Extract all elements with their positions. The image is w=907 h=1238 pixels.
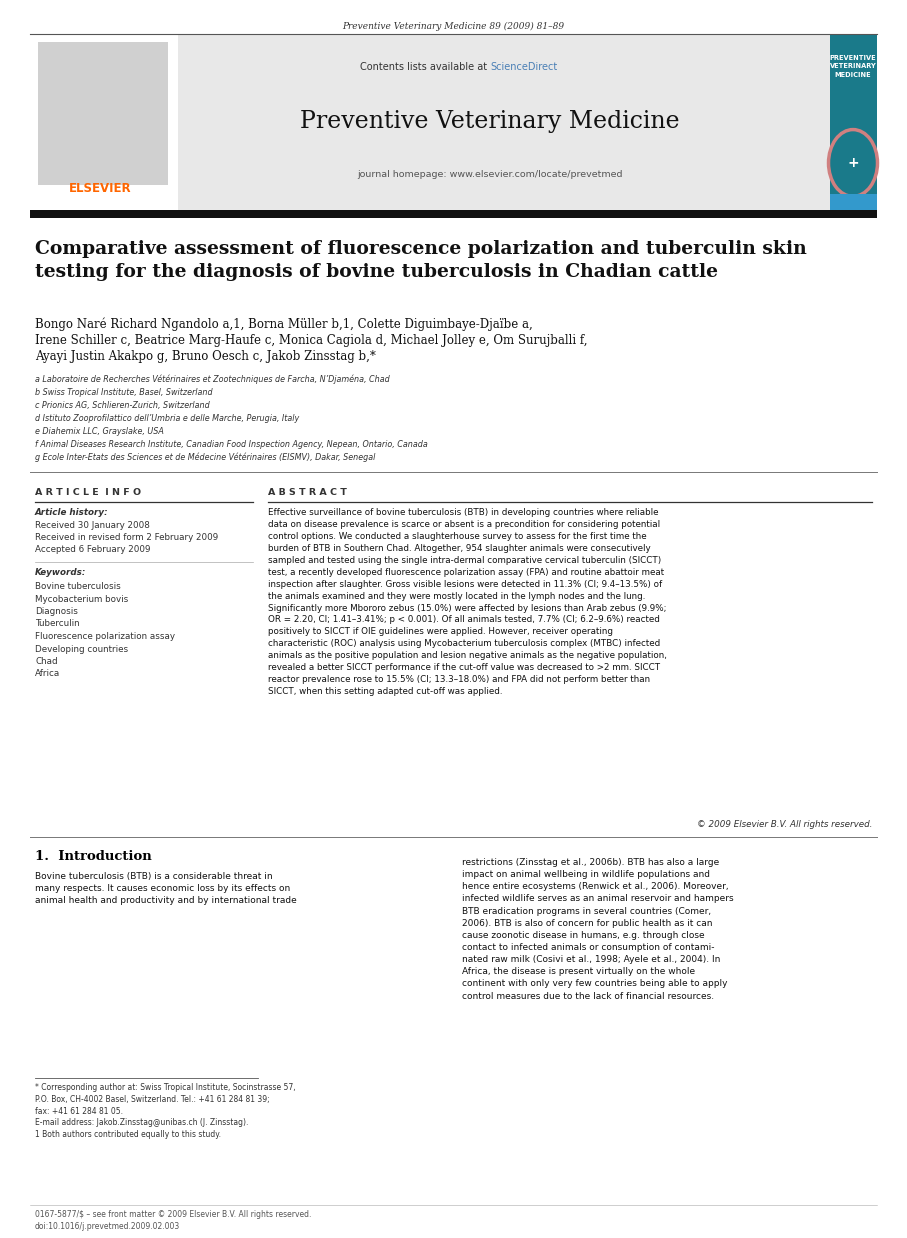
Text: d Istituto Zooprofilattico dell’Umbria e delle Marche, Perugia, Italy: d Istituto Zooprofilattico dell’Umbria e…	[35, 413, 299, 423]
Text: Preventive Veterinary Medicine 89 (2009) 81–89: Preventive Veterinary Medicine 89 (2009)…	[343, 22, 564, 31]
Text: Ayayi Justin Akakpo g, Bruno Oesch c, Jakob Zinsstag b,*: Ayayi Justin Akakpo g, Bruno Oesch c, Ja…	[35, 350, 375, 363]
Text: Fluorescence polarization assay: Fluorescence polarization assay	[35, 633, 175, 641]
Text: f Animal Diseases Research Institute, Canadian Food Inspection Agency, Nepean, O: f Animal Diseases Research Institute, Ca…	[35, 439, 428, 449]
Text: Developing countries: Developing countries	[35, 645, 128, 654]
Text: Accepted 6 February 2009: Accepted 6 February 2009	[35, 545, 151, 553]
Text: ScienceDirect: ScienceDirect	[490, 62, 557, 72]
Text: a Laboratoire de Recherches Vétérinaires et Zootechniques de Farcha, N’Djaména, : a Laboratoire de Recherches Vétérinaires…	[35, 375, 390, 385]
Text: Received in revised form 2 February 2009: Received in revised form 2 February 2009	[35, 534, 219, 542]
Text: Effective surveillance of bovine tuberculosis (BTB) in developing countries wher: Effective surveillance of bovine tubercu…	[268, 508, 667, 696]
Text: Bongo Naré Richard Ngandolo a,1, Borna Müller b,1, Colette Diguimbaye-Djaïbe a,: Bongo Naré Richard Ngandolo a,1, Borna M…	[35, 318, 532, 332]
Text: Preventive Veterinary Medicine: Preventive Veterinary Medicine	[300, 110, 680, 132]
Text: A B S T R A C T: A B S T R A C T	[268, 488, 346, 496]
Bar	[30, 210, 877, 218]
Text: Africa: Africa	[35, 670, 60, 678]
Text: Mycobacterium bovis: Mycobacterium bovis	[35, 594, 128, 603]
Text: Bovine tuberculosis (BTB) is a considerable threat in
many respects. It causes e: Bovine tuberculosis (BTB) is a considera…	[35, 872, 297, 905]
Bar	[30, 35, 178, 210]
Text: journal homepage: www.elsevier.com/locate/prevetmed: journal homepage: www.elsevier.com/locat…	[357, 170, 623, 180]
Text: Bovine tuberculosis: Bovine tuberculosis	[35, 582, 121, 591]
Text: g Ecole Inter-Etats des Sciences et de Médecine Vétérinaires (EISMV), Dakar, Sen: g Ecole Inter-Etats des Sciences et de M…	[35, 453, 375, 463]
Bar	[830, 193, 877, 210]
Text: Comparative assessment of fluorescence polarization and tuberculin skin
testing : Comparative assessment of fluorescence p…	[35, 240, 806, 281]
Text: PREVENTIVE
VETERINARY
MEDICINE: PREVENTIVE VETERINARY MEDICINE	[830, 54, 876, 78]
Bar	[38, 42, 168, 184]
Text: © 2009 Elsevier B.V. All rights reserved.: © 2009 Elsevier B.V. All rights reserved…	[697, 820, 872, 829]
Text: Article history:: Article history:	[35, 508, 109, 517]
Text: 0167-5877/$ – see front matter © 2009 Elsevier B.V. All rights reserved.
doi:10.: 0167-5877/$ – see front matter © 2009 El…	[35, 1210, 311, 1231]
Text: restrictions (Zinsstag et al., 2006b). BTB has also a large
impact on animal wel: restrictions (Zinsstag et al., 2006b). B…	[462, 858, 734, 1000]
Text: Chad: Chad	[35, 657, 58, 666]
Text: Irene Schiller c, Beatrice Marg-Haufe c, Monica Cagiola d, Michael Jolley e, Om : Irene Schiller c, Beatrice Marg-Haufe c,…	[35, 334, 588, 347]
Text: c Prionics AG, Schlieren-Zurich, Switzerland: c Prionics AG, Schlieren-Zurich, Switzer…	[35, 401, 210, 410]
Text: 1.  Introduction: 1. Introduction	[35, 851, 151, 863]
Text: e Diahemix LLC, Grayslake, USA: e Diahemix LLC, Grayslake, USA	[35, 427, 164, 436]
Text: Keywords:: Keywords:	[35, 568, 86, 577]
Text: b Swiss Tropical Institute, Basel, Switzerland: b Swiss Tropical Institute, Basel, Switz…	[35, 387, 212, 397]
Bar	[30, 35, 830, 210]
Text: Contents lists available at: Contents lists available at	[360, 62, 490, 72]
Text: Diagnosis: Diagnosis	[35, 607, 78, 617]
Text: Tuberculin: Tuberculin	[35, 619, 80, 629]
Bar	[830, 35, 877, 210]
Text: +: +	[847, 156, 859, 170]
Text: Received 30 January 2008: Received 30 January 2008	[35, 521, 150, 530]
Text: * Corresponding author at: Swiss Tropical Institute, Socinstrasse 57,
P.O. Box, : * Corresponding author at: Swiss Tropica…	[35, 1083, 296, 1139]
Text: ELSEVIER: ELSEVIER	[69, 182, 132, 196]
Text: A R T I C L E  I N F O: A R T I C L E I N F O	[35, 488, 141, 496]
